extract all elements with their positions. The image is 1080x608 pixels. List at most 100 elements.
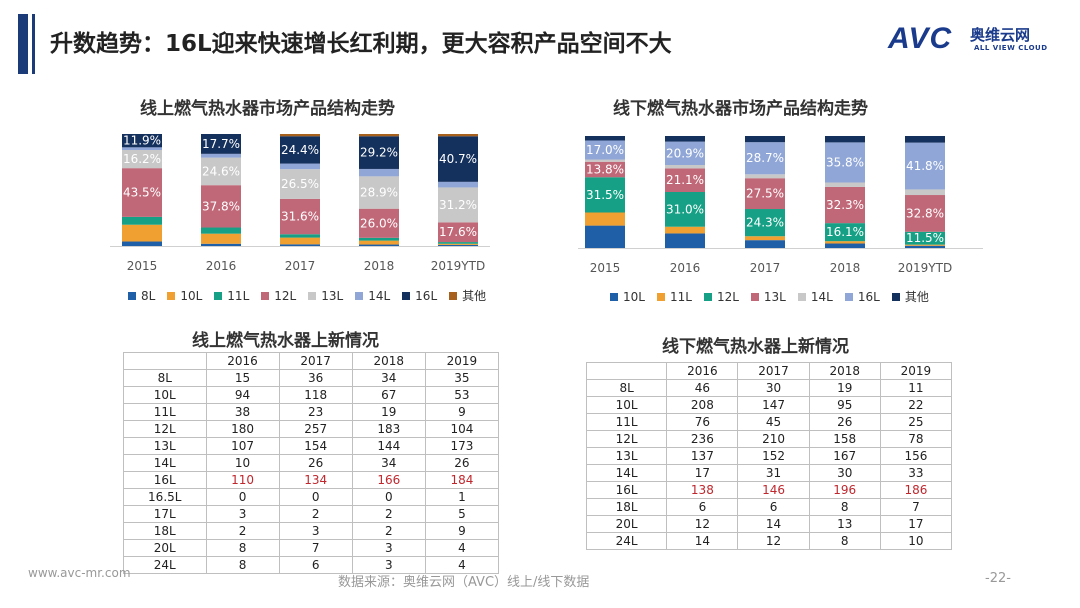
offline-table-cell: 17 xyxy=(666,464,739,482)
online-chart-legend: 8L 10L 11L 12L 13L 14L 16L 其他 xyxy=(128,287,486,304)
offline-bar-2016-14L xyxy=(665,165,705,169)
offline-chart-legend: 10L 11L 12L 13L 14L 16L 其他 xyxy=(610,288,929,305)
online-bar-2019YTD-10L xyxy=(438,243,478,245)
online-bar-2017-16L xyxy=(280,136,320,164)
title-accent-bar xyxy=(18,14,28,74)
offline-table-cell: 16L xyxy=(585,481,668,499)
online-table-cell: 3 xyxy=(205,505,280,523)
online-table-cell: 9 xyxy=(424,403,500,421)
online-label-2018-13L: 28.9% xyxy=(360,186,398,200)
online-table-cell: 154 xyxy=(278,437,353,455)
online-legend-label: 11L xyxy=(227,288,250,303)
online-legend-swatch xyxy=(402,291,411,300)
offline-table-row: 13L 137 152 167 156 xyxy=(585,447,953,465)
offline-label-2019YTD-13L: 32.8% xyxy=(906,206,944,220)
online-table-cell: 67 xyxy=(351,386,426,404)
offline-table-row: 11L 76 45 26 25 xyxy=(585,413,953,431)
online-bar-2015-12L xyxy=(122,168,162,217)
online-tick-2016: 2016 xyxy=(206,259,237,273)
online-table-cell: 110 xyxy=(205,471,280,489)
offline-bar-2018-其他 xyxy=(825,136,865,143)
offline-bar-2015-12L xyxy=(585,177,625,213)
online-table-cell: 8 xyxy=(205,539,280,557)
online-bar-2018-10L xyxy=(359,240,399,245)
online-bar-2019YTD-13L xyxy=(438,187,478,223)
offline-legend-label: 16L xyxy=(857,289,880,304)
online-table-cell: 53 xyxy=(424,386,500,404)
online-bar-2016-10L xyxy=(201,233,241,244)
offline-table-cell: 12 xyxy=(666,515,739,533)
online-table-cell: 9 xyxy=(424,522,500,540)
offline-legend-label: 11L xyxy=(669,289,692,304)
offline-table-cell: 13 xyxy=(808,515,881,533)
footer-url: www.avc-mr.com xyxy=(28,566,131,580)
offline-table-cell: 30 xyxy=(808,464,881,482)
offline-table-cell: 46 xyxy=(666,379,739,397)
offline-table-cell: 186 xyxy=(879,481,953,499)
online-table-cell: 24L xyxy=(123,556,207,574)
online-table-cell: 134 xyxy=(278,471,353,489)
online-table-cell: 257 xyxy=(278,420,353,438)
online-table-header-row: 2016 2017 2018 2019 xyxy=(123,352,500,370)
offline-label-2015-12L: 31.5% xyxy=(586,188,624,202)
offline-table-cell: 45 xyxy=(737,413,810,431)
offline-bar-2019YTD-16L xyxy=(905,142,945,190)
online-label-2016-13L: 24.6% xyxy=(202,164,240,178)
offline-bar-2019YTD-其他 xyxy=(905,136,945,143)
offline-table-cell: 146 xyxy=(737,481,810,499)
offline-structure-chart: 31.5% 13.8% 17.0% 2015 31.0% 21.1% 20.9% 2016 24… xyxy=(578,136,983,275)
offline-table-row: 16L 138 146 196 186 xyxy=(585,481,953,499)
offline-table-cell: 25 xyxy=(879,413,953,431)
offline-table-cell: 208 xyxy=(666,396,739,414)
offline-table-row: 18L 6 6 8 7 xyxy=(585,498,953,516)
online-table-cell: 144 xyxy=(351,437,426,455)
online-table-header-cell xyxy=(123,352,207,370)
online-legend-label: 8L xyxy=(141,288,156,303)
offline-legend-swatch xyxy=(703,292,712,301)
offline-legend-swatch xyxy=(891,292,900,301)
online-table-cell: 0 xyxy=(205,488,280,506)
online-table-header-cell: 2018 xyxy=(351,352,426,370)
offline-table-cell: 8L xyxy=(585,379,668,397)
online-tick-2015: 2015 xyxy=(127,259,158,273)
offline-table-cell: 11L xyxy=(585,413,668,431)
online-legend-item-12L: 12L xyxy=(261,287,296,304)
offline-label-2017-16L: 28.7% xyxy=(746,151,784,165)
offline-legend-swatch xyxy=(750,292,759,301)
offline-table-cell: 8 xyxy=(808,532,881,550)
offline-table-cell: 18L xyxy=(585,498,668,516)
online-bar-2016-13L xyxy=(201,157,241,186)
offline-tick-2015: 2015 xyxy=(590,261,621,275)
offline-table-cell: 14 xyxy=(737,515,810,533)
online-bar-2017-12L xyxy=(280,198,320,235)
offline-bar-2018-13L xyxy=(825,186,865,224)
offline-bar-2019YTD-13L xyxy=(905,195,945,232)
offline-legend-swatch xyxy=(656,292,665,301)
online-bar-2017-14L xyxy=(280,163,320,170)
online-table-cell: 180 xyxy=(205,420,280,438)
online-legend-label: 10L xyxy=(180,288,203,303)
online-table-cell: 2 xyxy=(351,505,426,523)
offline-table-cell: 156 xyxy=(879,447,953,465)
online-table-header-cell: 2016 xyxy=(205,352,280,370)
offline-legend-label: 10L xyxy=(623,289,645,304)
online-table-cell: 18L xyxy=(123,522,207,540)
offline-table-cell: 33 xyxy=(879,464,953,482)
online-table-cell: 107 xyxy=(205,437,280,455)
online-label-2019YTD-12L: 17.6% xyxy=(439,225,477,239)
online-table-cell: 184 xyxy=(424,471,500,489)
offline-bar-2018-14L xyxy=(825,182,865,187)
offline-bar-2017-11L xyxy=(745,236,785,241)
online-bar-2017-10L xyxy=(280,237,320,245)
offline-legend-label: 13L xyxy=(763,289,786,304)
online-bar-2018-14L xyxy=(359,168,399,177)
online-legend-item-16L: 16L xyxy=(402,287,437,304)
offline-tick-2019YTD: 2019YTD xyxy=(898,261,952,275)
offline-table-row: 8L 46 30 19 11 xyxy=(585,379,953,397)
offline-launch-table-title: 线下燃气热水器上新情况 xyxy=(662,337,849,357)
offline-table-cell: 6 xyxy=(666,498,739,516)
offline-legend-label: 12L xyxy=(716,289,739,304)
online-table-row: 16.5L 0 0 0 1 xyxy=(123,488,500,506)
online-table-cell: 94 xyxy=(205,386,280,404)
offline-bar-2016-13L xyxy=(665,168,705,192)
